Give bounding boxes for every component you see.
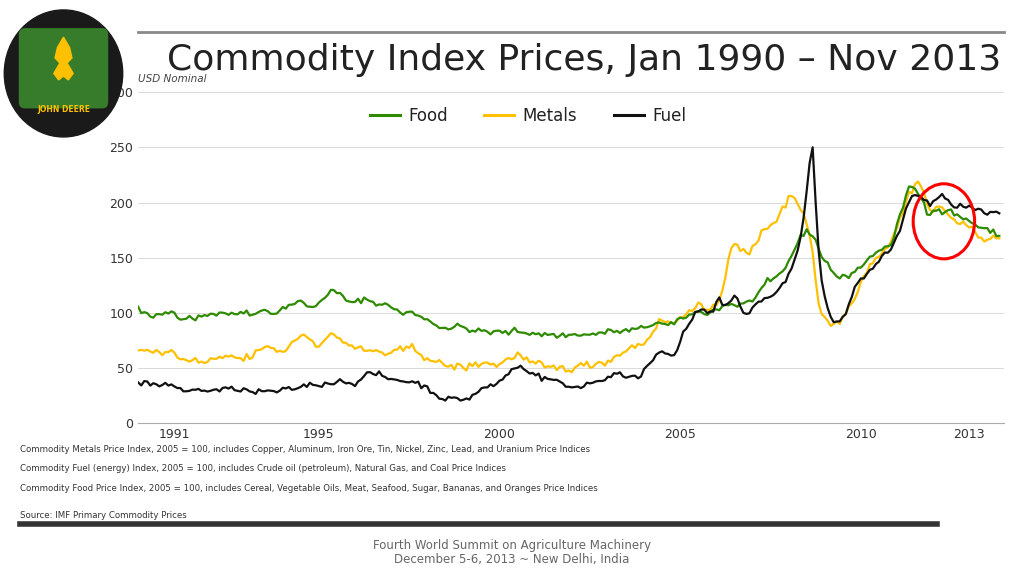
- Metals: [620, 348, 632, 355]
- Fuel: [391, 377, 403, 384]
- Text: Agrievolution: Agrievolution: [952, 536, 1006, 542]
- Food: [993, 233, 1006, 240]
- Text: Commodity Index Prices, Jan 1990 – Nov 2013: Commodity Index Prices, Jan 1990 – Nov 2…: [167, 43, 1000, 78]
- Food: [315, 297, 328, 304]
- Fuel: [315, 384, 328, 391]
- Text: Commodity Fuel (energy) Index, 2005 = 100, includes Crude oil (petroleum), Natur: Commodity Fuel (energy) Index, 2005 = 10…: [20, 464, 507, 473]
- Metals: [171, 354, 183, 361]
- Food: [391, 306, 403, 313]
- Fuel: [132, 379, 144, 386]
- Text: USD Nominal: USD Nominal: [138, 74, 207, 84]
- FancyBboxPatch shape: [18, 28, 109, 108]
- Polygon shape: [54, 37, 73, 80]
- Food: [903, 183, 915, 190]
- Metals: [911, 178, 924, 185]
- Food: [171, 314, 183, 321]
- Food: [551, 334, 563, 341]
- Fuel: [545, 376, 557, 383]
- Circle shape: [4, 10, 123, 137]
- Fuel: [455, 397, 467, 404]
- Fuel: [993, 210, 1006, 217]
- Line: Metals: Metals: [138, 181, 999, 372]
- Metals: [993, 235, 1006, 242]
- Text: Source: IMF Primary Commodity Prices: Source: IMF Primary Commodity Prices: [20, 511, 187, 520]
- Fuel: [620, 374, 632, 381]
- Metals: [542, 363, 554, 370]
- Line: Fuel: Fuel: [138, 147, 999, 400]
- Text: Commodity Food Price Index, 2005 = 100, includes Cereal, Vegetable Oils, Meat, S: Commodity Food Price Index, 2005 = 100, …: [20, 484, 598, 493]
- Metals: [391, 346, 403, 353]
- Legend: Food, Metals, Fuel: Food, Metals, Fuel: [362, 100, 693, 132]
- Text: JOHN DEERE: JOHN DEERE: [37, 105, 90, 114]
- Food: [620, 325, 632, 332]
- Line: Food: Food: [138, 187, 999, 338]
- Food: [779, 264, 792, 271]
- Fuel: [807, 144, 819, 151]
- Text: Fourth World Summit on Agriculture Machinery: Fourth World Summit on Agriculture Machi…: [373, 539, 651, 552]
- Metals: [565, 369, 578, 376]
- Fuel: [779, 279, 792, 286]
- Text: December 5-6, 2013 ~ New Delhi, India: December 5-6, 2013 ~ New Delhi, India: [394, 553, 630, 566]
- Fuel: [171, 385, 183, 392]
- Metals: [315, 340, 328, 347]
- Food: [542, 332, 554, 339]
- Metals: [779, 204, 792, 211]
- Metals: [132, 347, 144, 354]
- Text: Commodity Metals Price Index, 2005 = 100, includes Copper, Aluminum, Iron Ore, T: Commodity Metals Price Index, 2005 = 100…: [20, 445, 591, 454]
- Food: [132, 304, 144, 310]
